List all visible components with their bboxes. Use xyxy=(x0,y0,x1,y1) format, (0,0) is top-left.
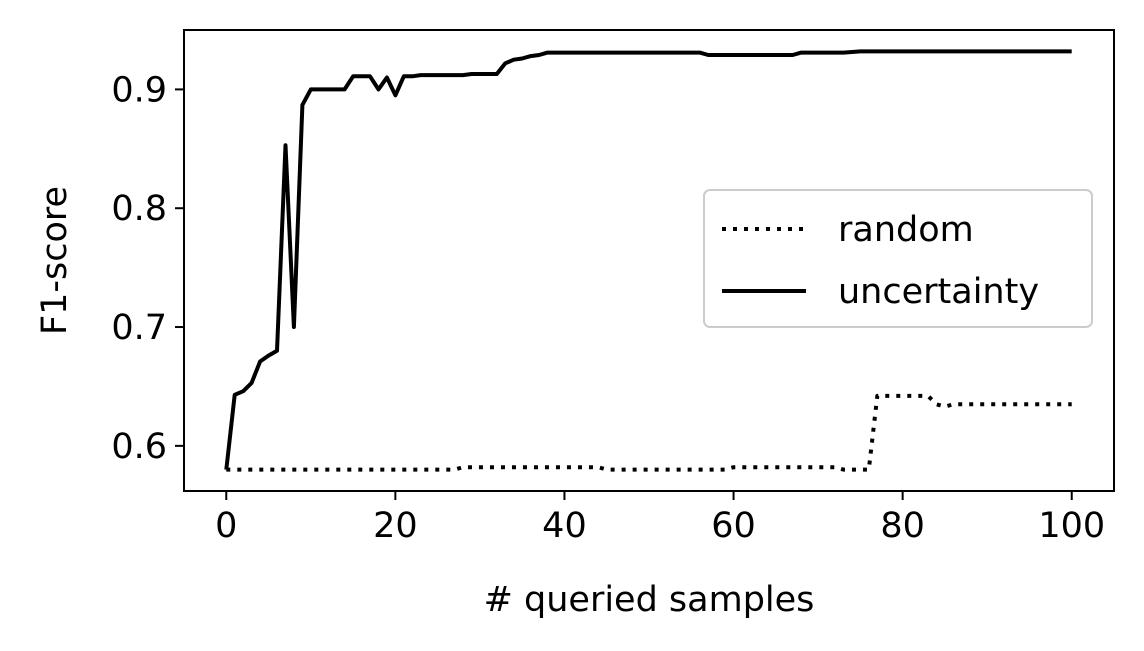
x-tick-label: 100 xyxy=(1038,506,1105,546)
y-axis: 0.6 0.7 0.8 0.9 xyxy=(111,70,184,467)
series-line-uncertainty xyxy=(224,49,1072,470)
x-axis: 0 20 40 60 80 100 xyxy=(215,491,1105,546)
legend: random uncertainty xyxy=(703,189,1093,328)
x-axis-label: # queried samples xyxy=(484,580,815,620)
legend-label-uncertainty: uncertainty xyxy=(838,272,1039,312)
x-tick-label: 80 xyxy=(880,506,925,546)
y-axis-label: F1-score xyxy=(35,186,75,335)
y-tick-label: 0.8 xyxy=(111,189,167,229)
series-layer xyxy=(224,49,1072,472)
y-tick-label: 0.7 xyxy=(111,308,167,348)
y-tick-label: 0.6 xyxy=(111,427,167,467)
plot-area-frame xyxy=(183,29,1115,492)
x-tick-label: 40 xyxy=(542,506,587,546)
x-tick-label: 0 xyxy=(215,506,237,546)
y-tick-label: 0.9 xyxy=(111,70,167,110)
x-tick-label: 20 xyxy=(373,506,418,546)
legend-label-random: random xyxy=(838,210,974,250)
series-line-random xyxy=(226,393,1072,472)
x-tick-label: 60 xyxy=(711,506,756,546)
